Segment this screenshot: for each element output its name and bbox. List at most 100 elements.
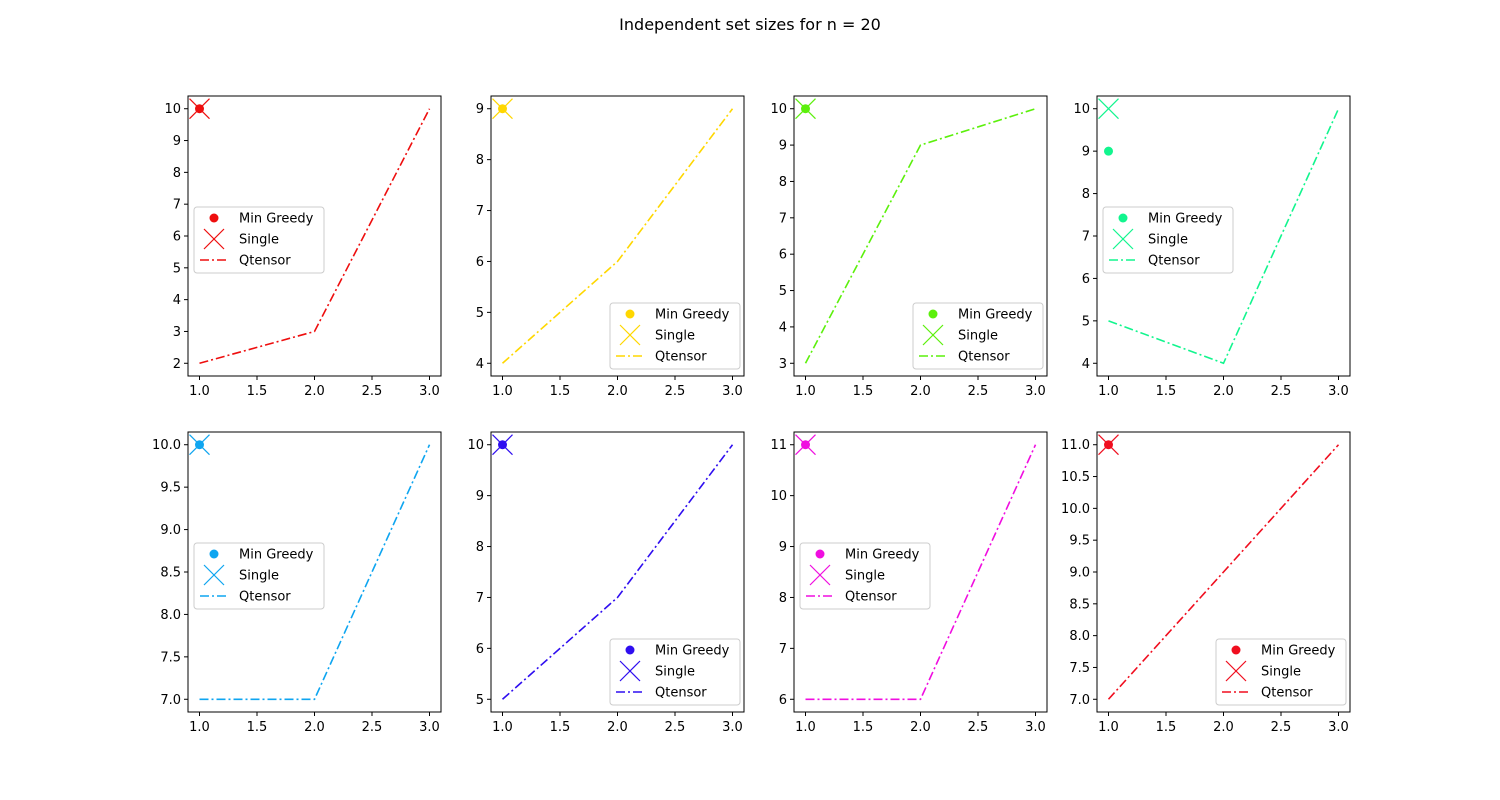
legend-box	[1102, 206, 1234, 274]
legend: Min Greedy Single Qtensor	[609, 638, 741, 706]
y-tick-label: 7.5	[1069, 661, 1090, 676]
qtensor-series-line	[1107, 444, 1340, 700]
min-greedy-marker	[801, 440, 810, 450]
y-tick-label: 9.0	[160, 523, 181, 538]
y-tick-label: 7	[476, 204, 484, 219]
legend-qtensor-label: Qtensor	[655, 350, 707, 365]
x-tick-label: 1.5	[853, 384, 874, 399]
y-tick-label: 10	[1073, 102, 1090, 117]
legend: Min Greedy Single Qtensor	[609, 302, 741, 370]
y-tick-label: 7.0	[1069, 693, 1090, 708]
x-tick-label: 3.0	[419, 720, 440, 735]
legend-single-label: Single	[655, 665, 695, 680]
legend-min-greedy-handle	[1231, 645, 1241, 655]
y-tick-label: 8	[779, 591, 787, 606]
y-tick-label: 6	[779, 248, 787, 263]
min-greedy-marker	[1104, 146, 1113, 156]
legend-min-greedy-label: Min Greedy	[655, 308, 730, 323]
x-tick-label: 2.5	[968, 720, 989, 735]
legend: Min Greedy Single Qtensor	[1102, 206, 1234, 274]
qtensor-series-line	[501, 444, 734, 700]
legend: Min Greedy Single Qtensor	[799, 542, 931, 610]
legend-min-greedy-label: Min Greedy	[958, 308, 1033, 323]
y-tick-label: 6	[476, 255, 484, 270]
x-tick-label: 1.5	[550, 384, 571, 399]
y-tick-label: 9	[173, 134, 181, 149]
legend-box	[1215, 638, 1347, 706]
axes-frame	[187, 95, 442, 377]
legend-qtensor-label: Qtensor	[239, 254, 291, 269]
y-tick-label: 9.0	[1069, 566, 1090, 581]
x-tick-label: 1.5	[853, 720, 874, 735]
legend-single-handle-b	[619, 660, 641, 682]
legend-single-handle-b	[809, 564, 831, 586]
legend-qtensor-label: Qtensor	[1148, 254, 1200, 269]
x-tick-label: 1.0	[189, 384, 210, 399]
legend-min-greedy-label: Min Greedy	[655, 644, 730, 659]
legend-single-handle-b	[922, 324, 944, 346]
y-tick-label: 10.0	[152, 438, 181, 453]
y-tick-label: 9	[476, 102, 484, 117]
y-tick-label: 8	[476, 540, 484, 555]
x-tick-label: 2.0	[304, 720, 325, 735]
y-tick-label: 8.0	[160, 608, 181, 623]
min-greedy-marker	[801, 104, 810, 114]
y-tick-label: 7.0	[160, 693, 181, 708]
x-tick-label: 3.0	[722, 384, 743, 399]
subplot-5: 1.0 1.5 2.0 2.5 3.0 7.0 7.5 8.0 8.5 9.0 9.5 10.0 Min…	[152, 431, 442, 735]
min-greedy-marker	[1104, 440, 1113, 450]
axes-frame	[793, 95, 1048, 377]
x-tick-label: 2.0	[607, 720, 628, 735]
legend-min-greedy-label: Min Greedy	[239, 212, 314, 227]
x-tick-label: 1.5	[1156, 384, 1177, 399]
legend-single-label: Single	[958, 329, 998, 344]
x-tick-label: 1.5	[1156, 720, 1177, 735]
y-tick-label: 7	[779, 211, 787, 226]
y-tick-label: 8	[173, 166, 181, 181]
qtensor-series-line	[804, 107, 1036, 364]
single-marker-stroke-b	[1098, 98, 1119, 120]
axes-frame	[187, 431, 442, 713]
y-tick-label: 8.0	[1069, 629, 1090, 644]
y-tick-label: 5	[476, 306, 484, 321]
axes-frame	[490, 95, 745, 377]
y-tick-label: 7	[173, 198, 181, 213]
legend-box	[193, 206, 325, 274]
x-tick-label: 3.0	[1025, 720, 1046, 735]
x-tick-label: 1.5	[247, 720, 268, 735]
y-tick-label: 6	[173, 230, 181, 245]
y-tick-label: 2	[173, 357, 181, 372]
x-tick-label: 3.0	[722, 720, 743, 735]
legend-min-greedy-label: Min Greedy	[239, 548, 314, 563]
x-tick-label: 1.5	[550, 720, 571, 735]
min-greedy-marker	[195, 104, 204, 114]
axes-frame	[1096, 95, 1351, 377]
legend-single-label: Single	[845, 569, 885, 584]
y-tick-label: 9.5	[160, 481, 181, 496]
x-tick-label: 3.0	[1025, 384, 1046, 399]
min-greedy-marker	[498, 440, 507, 450]
x-tick-label: 2.0	[910, 720, 931, 735]
y-tick-label: 4	[1082, 357, 1090, 372]
x-tick-label: 1.0	[492, 720, 513, 735]
y-tick-label: 4	[173, 293, 181, 308]
legend-single-handle-b	[619, 324, 641, 346]
y-tick-label: 9	[476, 489, 484, 504]
legend-box	[193, 542, 325, 610]
subplot-7: 1.0 1.5 2.0 2.5 3.0 6 7 8 9 10 11 Min Greedy Single Q…	[770, 431, 1048, 735]
legend-single-handle-b	[1225, 660, 1247, 682]
y-tick-label: 9	[779, 139, 787, 154]
qtensor-series-line	[199, 444, 431, 701]
x-tick-label: 1.0	[795, 720, 816, 735]
y-tick-label: 7	[1082, 230, 1090, 245]
y-tick-label: 8.5	[1069, 597, 1090, 612]
y-tick-label: 8	[476, 153, 484, 168]
legend: Min Greedy Single Qtensor	[193, 542, 325, 610]
x-tick-label: 2.5	[1271, 384, 1292, 399]
y-tick-label: 3	[779, 357, 787, 372]
y-tick-label: 5	[476, 693, 484, 708]
figure-suptitle: Independent set sizes for n = 20	[619, 15, 881, 34]
legend-qtensor-label: Qtensor	[845, 590, 897, 605]
axes-frame	[490, 431, 745, 713]
